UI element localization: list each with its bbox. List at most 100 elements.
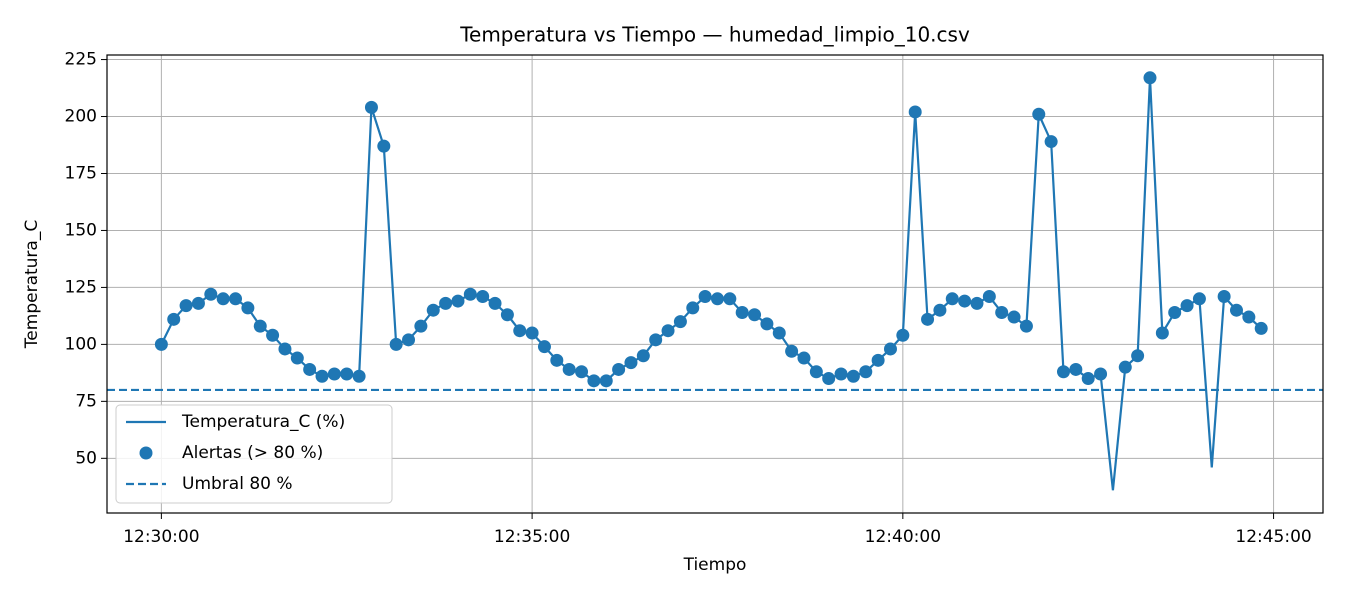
alert-point <box>1069 362 1083 376</box>
alert-point <box>735 305 749 319</box>
x-tick-label: 12:45:00 <box>1235 527 1311 547</box>
alert-point <box>1229 303 1243 317</box>
alert-point <box>883 342 897 356</box>
y-tick-label: 50 <box>75 448 97 468</box>
alert-point <box>982 290 996 304</box>
y-tick-label: 200 <box>65 107 97 127</box>
alert-point <box>698 290 712 304</box>
legend-label: Temperatura_C (%) <box>181 412 345 432</box>
alert-point <box>439 296 453 310</box>
chart-title: Temperatura vs Tiempo — humedad_limpio_1… <box>459 23 970 47</box>
alert-point <box>216 292 230 306</box>
alert-point <box>463 287 477 301</box>
alert-point <box>908 105 922 119</box>
alert-point <box>303 362 317 376</box>
alert-point <box>995 305 1009 319</box>
alert-point <box>167 312 181 326</box>
alert-point <box>389 337 403 351</box>
legend-marker <box>139 446 153 460</box>
alert-point <box>1143 71 1157 85</box>
alert-point <box>1118 360 1132 374</box>
alert-point <box>587 374 601 388</box>
alert-point <box>451 294 465 308</box>
y-tick-label: 100 <box>65 334 97 354</box>
alert-point <box>612 362 626 376</box>
alert-point <box>970 296 984 310</box>
plot-frame <box>106 54 1324 514</box>
alert-point <box>1180 299 1194 313</box>
x-tick-label: 12:30:00 <box>123 527 199 547</box>
alert-point <box>1094 367 1108 381</box>
alert-point <box>1155 326 1169 340</box>
alert-point <box>488 296 502 310</box>
alert-point <box>772 326 786 340</box>
alert-point <box>1007 310 1021 324</box>
legend-label: Alertas (> 80 %) <box>182 443 323 463</box>
alert-point <box>414 319 428 333</box>
alert-point <box>1168 305 1182 319</box>
alert-point <box>785 344 799 358</box>
alert-point <box>809 365 823 379</box>
alert-point <box>649 333 663 347</box>
alert-point <box>834 367 848 381</box>
alert-point <box>921 312 935 326</box>
alert-point <box>229 292 243 306</box>
alert-point <box>352 369 366 383</box>
alert-point <box>1254 321 1268 335</box>
y-tick-label: 150 <box>65 220 97 240</box>
y-axis-label: Temperatura_C <box>22 220 42 349</box>
alert-point <box>958 294 972 308</box>
legend-label: Umbral 80 % <box>182 474 293 494</box>
alert-point <box>1217 290 1231 304</box>
y-tick-label: 175 <box>65 163 97 183</box>
alert-point <box>846 369 860 383</box>
alert-point <box>253 319 267 333</box>
alert-point <box>513 324 527 338</box>
alert-point <box>550 353 564 367</box>
x-tick-label: 12:40:00 <box>865 527 941 547</box>
alert-point <box>636 349 650 363</box>
legend-box <box>115 404 393 504</box>
alert-point <box>364 100 378 114</box>
y-tick-label: 75 <box>75 391 97 411</box>
alert-point <box>154 337 168 351</box>
alert-point <box>1131 349 1145 363</box>
alert-point <box>1192 292 1206 306</box>
legend: Temperatura_C (%) Alertas (> 80 %) Umbral … <box>115 404 393 504</box>
alert-point <box>1056 365 1070 379</box>
alert-point <box>945 292 959 306</box>
y-tick-label: 125 <box>65 277 97 297</box>
alert-point <box>290 351 304 365</box>
alert-point <box>402 333 416 347</box>
alert-point <box>340 367 354 381</box>
alert-point <box>241 301 255 315</box>
alert-point <box>1044 135 1058 149</box>
alert-point <box>859 365 873 379</box>
alert-point <box>266 328 280 342</box>
alert-point <box>327 367 341 381</box>
alert-point <box>661 324 675 338</box>
alert-point <box>686 301 700 315</box>
alert-point <box>537 340 551 354</box>
alert-point <box>599 374 613 388</box>
alert-point <box>426 303 440 317</box>
alert-point <box>1081 372 1095 386</box>
alert-point <box>710 292 724 306</box>
x-tick-label: 12:35:00 <box>494 527 570 547</box>
alert-point <box>377 139 391 153</box>
alert-point <box>204 287 218 301</box>
alert-point <box>822 372 836 386</box>
alert-point <box>1019 319 1033 333</box>
alert-point <box>476 290 490 304</box>
alert-point <box>1032 107 1046 121</box>
x-axis-label: Tiempo <box>683 555 747 575</box>
alert-point <box>191 296 205 310</box>
alert-point <box>179 299 193 313</box>
alert-point <box>748 308 762 322</box>
alert-point <box>525 326 539 340</box>
alert-point <box>673 315 687 329</box>
alert-point <box>871 353 885 367</box>
alert-point <box>278 342 292 356</box>
alert-point <box>575 365 589 379</box>
